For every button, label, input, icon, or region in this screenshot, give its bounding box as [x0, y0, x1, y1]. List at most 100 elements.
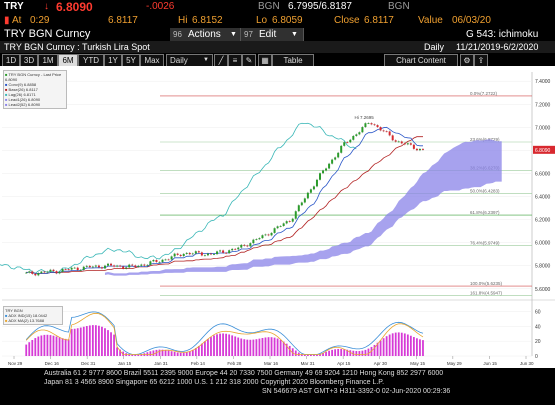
candle — [100, 267, 103, 269]
adx-bar — [222, 333, 224, 356]
price-tick-label: 5.8000 — [535, 264, 551, 270]
candle — [382, 130, 385, 132]
last-price-tag — [533, 145, 555, 154]
price-change: -.0026 — [146, 1, 175, 12]
hi-label: Hi — [178, 15, 188, 26]
bid-ask: 6.7995/6.8187 — [288, 1, 352, 12]
adx-bar — [340, 348, 343, 356]
adx-bar — [225, 333, 228, 356]
at-time: 0:29 — [30, 15, 50, 26]
adx-bar — [61, 338, 64, 356]
adx-bar — [210, 337, 212, 356]
peak-label: Hi 7.2695 — [354, 115, 374, 120]
adx-bar — [422, 340, 424, 356]
candle — [64, 269, 67, 270]
adx-bar — [113, 334, 115, 356]
adx-bar — [82, 326, 85, 356]
candle — [158, 261, 161, 263]
adx-bar — [361, 350, 364, 356]
candle — [79, 269, 82, 271]
candle — [103, 265, 106, 269]
adx-bar — [367, 348, 370, 356]
interval-select[interactable]: Daily ▼ — [166, 54, 213, 67]
candle — [391, 135, 394, 141]
adx-bar — [388, 334, 391, 356]
legend-item: ■ Lead2(52) 6.8090 — [5, 102, 41, 107]
value-label: Value — [418, 15, 443, 26]
candle — [373, 124, 376, 126]
candle — [40, 271, 43, 274]
footer-session: SN 546679 AST GMT+3 H311-3392-0 02-Jun-2… — [262, 388, 451, 395]
adx-bar — [273, 337, 276, 356]
candle — [197, 251, 200, 253]
adx-bar — [128, 354, 131, 356]
adx-bar — [55, 336, 58, 356]
candle — [303, 198, 306, 203]
candle — [82, 266, 85, 270]
adx-bar — [249, 339, 252, 356]
adx-bar — [334, 349, 337, 356]
candle — [415, 148, 418, 151]
adx-bar — [328, 350, 330, 356]
price-tick-label: 7.0000 — [535, 125, 551, 131]
candle — [421, 148, 424, 150]
lo-value: 6.8059 — [272, 15, 303, 26]
direction-arrow: ↓ — [44, 1, 49, 12]
date-range: 11/21/2019-6/2/2020 — [456, 42, 539, 52]
candle — [237, 247, 240, 250]
actions-menu-button[interactable]: 96 Actions ▼ — [170, 28, 241, 42]
adx-bar — [406, 334, 409, 356]
tab-3d[interactable]: 3D — [20, 54, 38, 67]
candle — [297, 205, 300, 212]
candle — [146, 264, 149, 266]
adx-bar — [85, 326, 88, 356]
candle — [418, 148, 421, 151]
candle — [37, 273, 40, 276]
x-tick-label: Dec 16 — [45, 361, 60, 366]
price-tick-label: 7.4000 — [535, 79, 551, 85]
last-price-tag-label: 6.8090 — [535, 148, 551, 154]
ichimoku-chart[interactable]: 7.40007.20007.00006.80006.60006.40006.20… — [0, 66, 555, 400]
adx-bar — [164, 350, 167, 356]
candle — [131, 264, 134, 266]
adx-bar — [197, 345, 200, 356]
adx-bar — [285, 343, 288, 356]
adx-bar — [412, 337, 415, 356]
candle — [300, 202, 303, 206]
candle — [170, 256, 173, 260]
hi-value: 6.8152 — [192, 15, 223, 26]
adx-bar — [107, 330, 109, 356]
chevron-down-icon: ▼ — [230, 31, 237, 38]
adx-bar — [228, 334, 231, 356]
candle — [312, 186, 315, 190]
adx-bar — [376, 342, 379, 356]
x-tick-label: Jun 30 — [520, 361, 534, 366]
candle — [73, 267, 76, 269]
adx-bar — [101, 326, 103, 356]
adx-bar — [300, 354, 303, 356]
adx-bar — [276, 338, 279, 356]
actions-number: 96 — [173, 30, 182, 39]
candle — [397, 141, 400, 143]
x-tick-label: Nov 29 — [8, 361, 23, 366]
edit-label: Edit — [259, 29, 277, 40]
x-tick-label: Jan 15 — [118, 361, 132, 366]
candle — [167, 259, 170, 261]
adx-bar — [25, 344, 28, 356]
chart-area[interactable]: 7.40007.20007.00006.80006.60006.40006.20… — [0, 66, 555, 400]
adx-bar — [58, 337, 61, 356]
candle — [70, 267, 73, 270]
candle — [367, 123, 370, 124]
adx-bar — [191, 349, 194, 356]
adx-bar — [358, 351, 361, 356]
candle — [61, 269, 64, 272]
adx-bar — [258, 338, 261, 356]
candle — [85, 265, 88, 267]
adx-tick-label: 60 — [535, 309, 541, 315]
edit-menu-button[interactable]: 97 Edit ▼ — [241, 28, 304, 42]
adx-bar — [306, 354, 309, 356]
adx-bar — [49, 335, 52, 356]
tab-max[interactable]: Max — [140, 54, 164, 67]
candle — [376, 125, 379, 128]
candle — [143, 264, 146, 266]
